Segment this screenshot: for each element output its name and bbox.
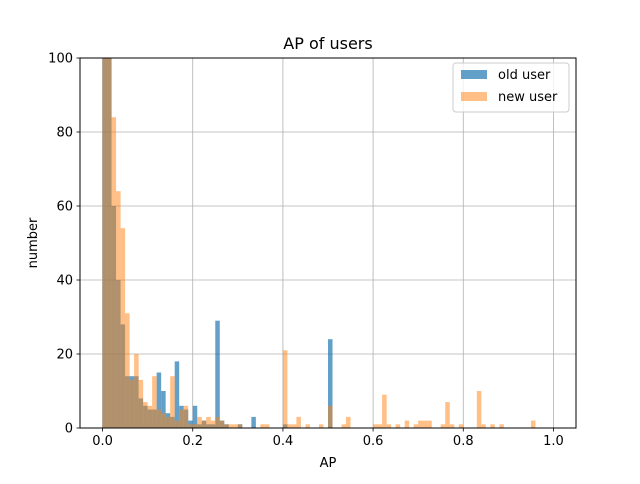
bar-new-user — [125, 313, 130, 428]
y-tick-label: 100 — [48, 52, 73, 67]
plot-frame — [79, 57, 577, 429]
bar-new-user — [228, 424, 234, 428]
bar-new-user — [530, 420, 536, 428]
bar-new-user — [382, 394, 387, 428]
bar-old-user — [328, 339, 333, 428]
bar-new-user — [282, 350, 288, 428]
bar-new-user — [161, 413, 166, 428]
bar-new-user — [179, 409, 184, 428]
bar-new-user — [143, 402, 148, 428]
legend-swatch-new-user — [461, 92, 487, 101]
bar-new-user — [413, 424, 419, 428]
y-tick-label: 0 — [65, 422, 73, 437]
bar-new-user — [138, 379, 144, 428]
bar-new-user — [490, 424, 495, 428]
bar-new-user — [260, 424, 265, 428]
bar-new-user — [116, 191, 121, 428]
bar-new-user — [134, 354, 139, 428]
bar-new-user — [264, 424, 270, 428]
y-axis-label: number — [26, 217, 41, 268]
bar-new-user — [120, 228, 126, 428]
bar-new-user — [174, 420, 180, 428]
bar-old-user — [192, 405, 198, 428]
bar-new-user — [373, 424, 378, 428]
bar-new-user — [346, 416, 351, 428]
bar-new-user — [215, 416, 220, 428]
bar-new-user — [440, 424, 446, 428]
legend-label-new-user: new user — [498, 90, 558, 105]
bar-new-user — [183, 405, 189, 428]
bar-new-user — [152, 376, 157, 428]
bar-new-user — [291, 424, 297, 428]
bar-old-user — [174, 361, 180, 428]
bar-new-user — [165, 416, 171, 428]
bar-new-user — [210, 420, 216, 428]
legend-label-old-user: old user — [498, 68, 551, 83]
x-tick-label: 0.0 — [92, 434, 113, 449]
x-tick-label: 1.0 — [543, 434, 564, 449]
bar-new-user — [377, 424, 383, 428]
y-tick-label: 40 — [56, 274, 73, 289]
x-tick-label: 0.2 — [182, 434, 203, 449]
y-tick-label: 20 — [56, 348, 73, 363]
bar-new-user — [107, 58, 112, 428]
bar-new-user — [481, 424, 486, 428]
bar-new-user — [147, 405, 153, 428]
bar-new-user — [476, 391, 482, 428]
bar-new-user — [170, 376, 175, 428]
bar-new-user — [206, 416, 211, 428]
bar-new-user — [224, 424, 229, 428]
bar-new-user — [219, 420, 225, 428]
bar-new-user — [197, 416, 202, 428]
bar-new-user — [296, 416, 301, 428]
y-tick-label: 60 — [56, 200, 73, 215]
bar-new-user — [395, 424, 401, 428]
bar-new-user — [287, 424, 292, 428]
bar-old-user — [251, 416, 256, 428]
bar-new-user — [156, 409, 162, 428]
bar-new-user — [237, 424, 243, 428]
bar-old-user — [161, 391, 166, 428]
bar-new-user — [102, 58, 108, 428]
bar-new-user — [386, 424, 392, 428]
bar-new-user — [458, 424, 464, 428]
bar-new-user — [341, 424, 347, 428]
x-tick-label: 0.6 — [363, 434, 384, 449]
grid — [80, 57, 576, 429]
axis-ticks: 0.0 0.2 0.4 0.6 0.8 1.0 0 20 40 60 80 100 — [48, 52, 564, 450]
x-tick-label: 0.8 — [453, 434, 474, 449]
bar-new-user — [111, 117, 117, 428]
bar-new-user — [201, 420, 207, 428]
legend-swatch-old-user — [461, 70, 487, 79]
bar-new-user — [318, 424, 324, 428]
bar-new-user — [404, 420, 410, 428]
y-tick-label: 80 — [56, 126, 73, 141]
x-axis-label: AP — [320, 456, 337, 471]
bar-new-user — [449, 424, 455, 428]
legend: old user new user — [452, 62, 570, 113]
bar-new-user — [422, 420, 428, 428]
bar-new-user — [427, 420, 432, 428]
bar-new-user — [445, 402, 450, 428]
bar-old-user — [156, 372, 162, 428]
bar-new-user — [129, 379, 135, 428]
bar-old-user — [215, 320, 220, 428]
bar-new-user — [418, 420, 423, 428]
bars — [102, 58, 536, 428]
x-tick-label: 0.4 — [273, 434, 294, 449]
bar-new-user — [233, 424, 238, 428]
bar-new-user — [305, 424, 310, 428]
chart-title: AP of users — [283, 34, 372, 53]
bar-new-user — [328, 405, 333, 428]
bar-new-user — [188, 424, 193, 428]
bar-new-user — [192, 424, 198, 428]
bar-new-user — [499, 424, 504, 428]
